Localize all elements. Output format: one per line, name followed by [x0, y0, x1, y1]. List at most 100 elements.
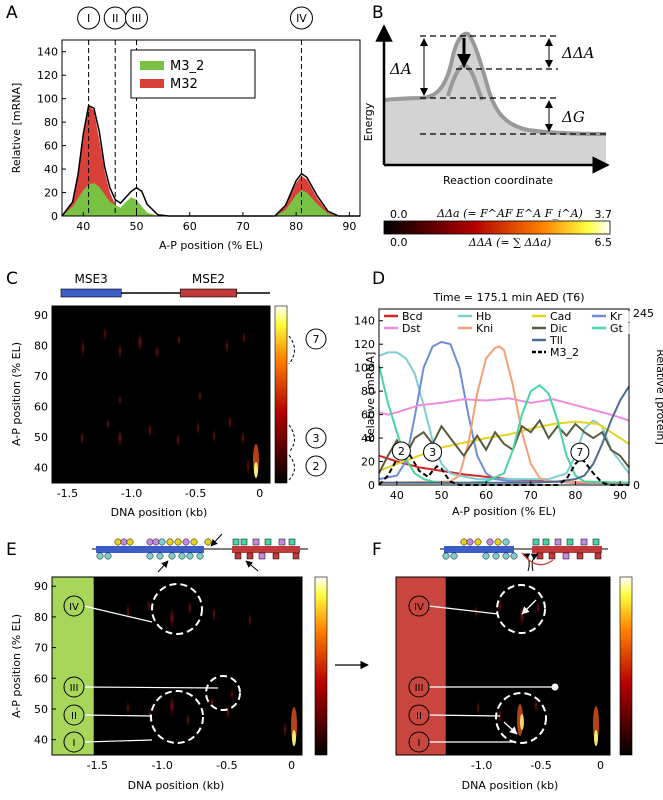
svg-text:2: 2 — [313, 460, 320, 473]
line-tll — [379, 385, 630, 484]
xtick-label: -1.0 — [471, 759, 492, 772]
energy-fill — [384, 33, 606, 166]
xtick-label: -1.0 — [151, 759, 172, 772]
panel-a-areas — [61, 104, 360, 217]
ytick-label: 40 — [34, 462, 48, 475]
line-kr — [378, 340, 630, 484]
panel-a-xlabel: A-P position (% EL) — [159, 239, 263, 252]
e-mse3-bar — [96, 546, 204, 553]
heatmap-spot — [169, 606, 175, 630]
binding-site — [186, 552, 194, 560]
a-xtick-label: 50 — [130, 220, 144, 233]
c-xticks: -1.5 -1.0 -0.5 0 — [57, 479, 263, 500]
d-title: Time = 175.1 min AED (T6) — [432, 291, 584, 304]
e-stripe-label: III — [70, 683, 79, 694]
binding-site — [272, 552, 280, 560]
heatmap-spot — [103, 326, 107, 342]
heatmap-spot — [594, 730, 598, 746]
ytick-label: 80 — [34, 340, 48, 353]
area-m3-2 — [62, 183, 360, 216]
f-colorbar — [619, 576, 633, 756]
c-bracket-7 — [305, 328, 327, 350]
a-ytick-label: 60 — [44, 140, 58, 153]
heatmap-spot — [519, 604, 525, 628]
line-gt — [378, 365, 630, 484]
colorbar — [383, 220, 611, 235]
legend-label: Tll — [549, 334, 563, 347]
d-xtick-label: 90 — [613, 489, 627, 502]
stripe-marker-label: II — [112, 12, 119, 25]
heatmap-spot — [226, 703, 230, 721]
heatmap-spot — [248, 612, 252, 628]
binding-site — [502, 538, 510, 546]
d-y2label: Relative [protein] — [654, 349, 663, 445]
binding-site — [482, 552, 490, 560]
c-heatmap-spots — [80, 326, 259, 478]
delta-g-label: ΔG — [561, 108, 585, 126]
d-ytick-label: 40 — [361, 432, 375, 445]
panel-label-a: A — [6, 3, 18, 23]
e-stripe-marker-iii — [63, 676, 85, 698]
binding-site — [554, 538, 562, 546]
legend-label: Gt — [610, 322, 624, 335]
svg-text:3: 3 — [313, 432, 320, 445]
panel-label-c: C — [6, 269, 18, 289]
binding-site — [146, 552, 154, 560]
cbar-top-max: 3.7 — [595, 208, 613, 221]
e-stripe-marker-i — [63, 731, 85, 753]
legend-swatch-m32 — [140, 79, 164, 88]
d-ytick-label: 60 — [361, 409, 375, 422]
f-stripe-marker-i — [408, 731, 430, 753]
panel-b-diagram: ΔA ΔΔA ΔG Energy Reaction coordinate 0.0… — [362, 24, 613, 249]
e-stripe-label: I — [73, 738, 76, 749]
binding-site — [182, 538, 190, 546]
panel-a-legend: M3_2 M32 — [130, 49, 256, 99]
panel-d-chart: Time = 175.1 min AED (T6) 2 3 7 Bcd Hb Cad Kr… — [354, 291, 663, 518]
panel-label-b: B — [372, 3, 384, 23]
xtick-label: 0 — [597, 759, 604, 772]
binding-site — [548, 552, 556, 560]
c-xlabel: DNA position (kb) — [111, 506, 208, 519]
heatmap-spot — [520, 714, 524, 730]
c-yticks: 40 50 60 70 80 90 — [34, 309, 56, 475]
d-xtick-label: 40 — [390, 489, 404, 502]
d-xtick-label: 60 — [479, 489, 493, 502]
binding-site — [96, 552, 104, 560]
ytick-label: 60 — [34, 401, 48, 414]
stripe-region-circle — [150, 690, 204, 744]
e-stripe-label: IV — [69, 602, 79, 613]
c-bracket-2 — [305, 455, 327, 477]
e-colorbar — [314, 576, 328, 756]
binding-site — [178, 552, 186, 560]
d-ytick-label: 20 — [361, 456, 375, 469]
binding-site — [292, 552, 300, 560]
binding-site — [196, 552, 204, 560]
heatmap-spot — [126, 602, 130, 622]
binding-site — [592, 538, 600, 546]
heatmap-spot — [118, 342, 122, 360]
binding-site — [510, 552, 518, 560]
svg-text:7: 7 — [313, 333, 320, 346]
heatmap-spot — [212, 605, 216, 623]
e-stripe-label: II — [71, 711, 77, 722]
a-xtick-label: 80 — [289, 220, 303, 233]
f-heatmap-spots — [474, 598, 599, 746]
line-hb — [378, 351, 630, 481]
legend-label: Kr — [610, 310, 622, 323]
heatmap-spot — [283, 720, 287, 740]
d-ytick-label: 0 — [368, 479, 375, 492]
d-lines — [378, 340, 630, 486]
line-cad — [378, 420, 630, 472]
legend-label: Dic — [550, 322, 568, 335]
binding-site — [278, 538, 286, 546]
binding-site — [252, 538, 260, 546]
stripe-marker-label: IV — [296, 12, 307, 25]
xtick-label: 0 — [256, 487, 263, 500]
heatmap-spot — [196, 419, 200, 437]
a-xtick-label: 70 — [236, 220, 250, 233]
cbar-bottom-max: 6.5 — [595, 236, 613, 249]
heatmap-spot — [536, 600, 540, 616]
